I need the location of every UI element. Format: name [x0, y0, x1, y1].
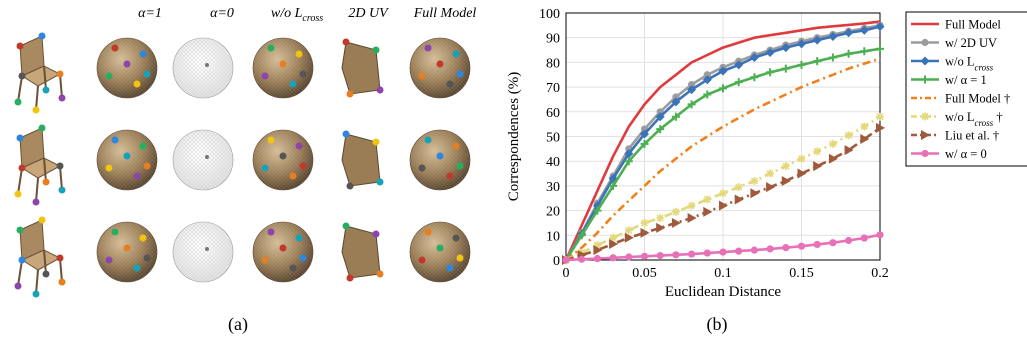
caption-a: (a)	[228, 314, 248, 335]
legend-label: Liu et al. †	[945, 129, 999, 143]
x-tick-label: 0.1	[714, 266, 732, 281]
data-point	[594, 255, 601, 262]
data-point	[876, 113, 884, 121]
correspondence-chart: 0 10 20 30 40 50 60 70 80 90 100 0 0.05 0.1 0.15 0.2 Euc…	[0, 0, 1027, 310]
data-point	[735, 183, 743, 191]
data-point	[750, 73, 758, 81]
data-point	[921, 150, 928, 157]
y-tick-label: 50	[546, 131, 560, 146]
data-point	[766, 170, 774, 178]
data-point	[782, 176, 791, 186]
data-point	[719, 84, 727, 92]
data-point	[767, 245, 774, 252]
data-point	[813, 161, 822, 171]
data-point	[703, 207, 712, 217]
data-point	[750, 177, 758, 185]
data-point	[798, 155, 806, 163]
data-point	[813, 57, 821, 65]
data-point	[703, 195, 711, 203]
data-point	[921, 113, 929, 121]
data-point	[672, 218, 681, 228]
legend-label: Full Model †	[945, 92, 1010, 106]
data-point	[861, 234, 868, 241]
data-point	[688, 250, 695, 257]
data-point	[829, 239, 836, 246]
y-axis-label: Correspondences (%)	[506, 72, 522, 202]
y-tick-label: 60	[546, 106, 560, 121]
data-point	[751, 247, 758, 254]
x-axis-label: Euclidean Distance	[665, 284, 782, 300]
x-tick-label: 0.15	[789, 266, 814, 281]
data-point	[845, 50, 853, 58]
y-tick-label: 40	[546, 155, 560, 170]
data-point	[921, 39, 928, 46]
data-point	[782, 162, 790, 170]
y-tick-label: 10	[546, 229, 560, 244]
x-tick-label: 0.05	[632, 266, 657, 281]
data-point	[641, 219, 649, 227]
data-point	[876, 231, 883, 238]
data-point	[766, 68, 774, 76]
data-point	[562, 256, 569, 263]
data-point	[829, 140, 837, 148]
data-point	[641, 253, 648, 260]
x-tick-label: 0.2	[871, 266, 889, 281]
data-point	[688, 213, 697, 223]
data-point	[845, 237, 852, 244]
data-point	[704, 249, 711, 256]
data-point	[688, 202, 696, 210]
legend-label: w/ 2D UV	[945, 36, 997, 50]
data-point	[813, 147, 821, 155]
data-point	[578, 256, 585, 263]
data-point	[798, 243, 805, 250]
data-point	[750, 188, 759, 198]
data-point	[656, 214, 664, 222]
data-point	[735, 248, 742, 255]
x-tick-label: 0	[563, 266, 570, 281]
data-point	[766, 182, 775, 192]
data-point	[625, 226, 633, 234]
legend-label: w/ α = 0	[945, 147, 987, 161]
data-point	[610, 254, 617, 261]
y-tick-label: 90	[546, 32, 560, 47]
data-point	[657, 252, 664, 259]
data-point	[735, 194, 744, 204]
data-point	[876, 45, 884, 53]
data-point	[860, 47, 868, 55]
data-point	[735, 78, 743, 86]
y-tick-label: 30	[546, 180, 560, 195]
data-point	[782, 244, 789, 251]
caption-b: (b)	[707, 314, 728, 335]
data-point	[656, 223, 665, 233]
legend-label: w/ α = 1	[945, 73, 987, 87]
data-point	[829, 53, 837, 61]
data-point	[719, 189, 727, 197]
data-point	[814, 241, 821, 248]
y-tick-label: 70	[546, 81, 560, 96]
data-point	[860, 123, 868, 131]
data-point	[719, 248, 726, 255]
data-point	[672, 251, 679, 258]
y-tick-label: 80	[546, 56, 560, 71]
data-point	[672, 208, 680, 216]
y-tick-label: 100	[539, 7, 560, 22]
data-point	[625, 253, 632, 260]
y-tick-label: 0	[553, 254, 560, 269]
legend-label: Full Model	[945, 18, 1001, 32]
data-point	[845, 131, 853, 139]
data-point	[782, 65, 790, 73]
y-tick-label: 20	[546, 205, 560, 220]
data-point	[876, 22, 885, 31]
